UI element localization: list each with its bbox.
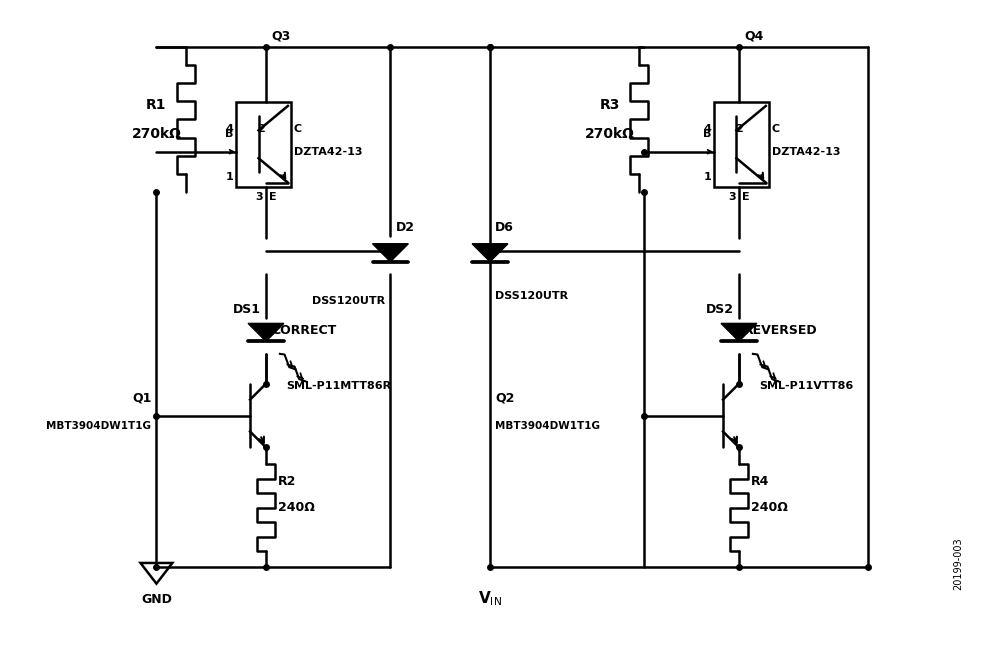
Polygon shape	[140, 563, 173, 584]
Text: 240Ω: 240Ω	[751, 501, 788, 514]
Text: D6: D6	[495, 222, 514, 234]
Text: R2: R2	[278, 475, 297, 488]
Text: 270kΩ: 270kΩ	[584, 127, 634, 141]
Text: GND: GND	[141, 593, 172, 606]
Text: C: C	[294, 124, 302, 134]
Text: Q3: Q3	[271, 29, 291, 42]
Text: 270kΩ: 270kΩ	[132, 127, 182, 141]
Text: DS2: DS2	[706, 303, 734, 316]
Text: DZTA42-13: DZTA42-13	[772, 147, 841, 157]
Bar	[236, 102, 291, 187]
Text: R1: R1	[146, 98, 167, 112]
Text: REVERSED: REVERSED	[744, 324, 818, 337]
Text: DSS120UTR: DSS120UTR	[312, 296, 386, 306]
Text: 2: 2	[257, 124, 265, 134]
Text: 4: 4	[225, 124, 233, 134]
Text: DS1: DS1	[233, 303, 261, 316]
Polygon shape	[372, 244, 409, 262]
Text: 240Ω: 240Ω	[278, 501, 315, 514]
Text: MBT3904DW1T1G: MBT3904DW1T1G	[46, 421, 151, 431]
Text: 3: 3	[255, 192, 263, 202]
Text: DZTA42-13: DZTA42-13	[294, 147, 362, 157]
Polygon shape	[472, 244, 508, 262]
Bar	[714, 102, 769, 187]
Text: R4: R4	[751, 475, 769, 488]
Text: B: B	[225, 129, 233, 139]
Text: R3: R3	[599, 98, 620, 112]
Text: 1: 1	[703, 172, 711, 182]
Text: Q2: Q2	[495, 391, 515, 404]
Text: MBT3904DW1T1G: MBT3904DW1T1G	[495, 421, 600, 431]
Text: D2: D2	[396, 222, 414, 234]
Text: C: C	[772, 124, 780, 134]
Polygon shape	[248, 324, 284, 341]
Polygon shape	[721, 324, 757, 341]
Text: B: B	[703, 129, 711, 139]
Text: E: E	[269, 192, 277, 202]
Text: V$_{\mathrm{IN}}$: V$_{\mathrm{IN}}$	[478, 589, 502, 607]
Text: 1: 1	[225, 172, 233, 182]
Text: CORRECT: CORRECT	[271, 324, 336, 337]
Text: Q4: Q4	[744, 29, 763, 42]
Text: 4: 4	[703, 124, 711, 134]
Text: Q1: Q1	[133, 391, 151, 404]
Text: 2: 2	[736, 124, 743, 134]
Text: DSS120UTR: DSS120UTR	[495, 291, 569, 301]
Text: SML-P11MTT86R: SML-P11MTT86R	[286, 380, 391, 391]
Text: SML-P11VTT86: SML-P11VTT86	[759, 380, 853, 391]
Text: 20199-003: 20199-003	[953, 537, 963, 590]
Text: E: E	[742, 192, 749, 202]
Text: 3: 3	[729, 192, 736, 202]
